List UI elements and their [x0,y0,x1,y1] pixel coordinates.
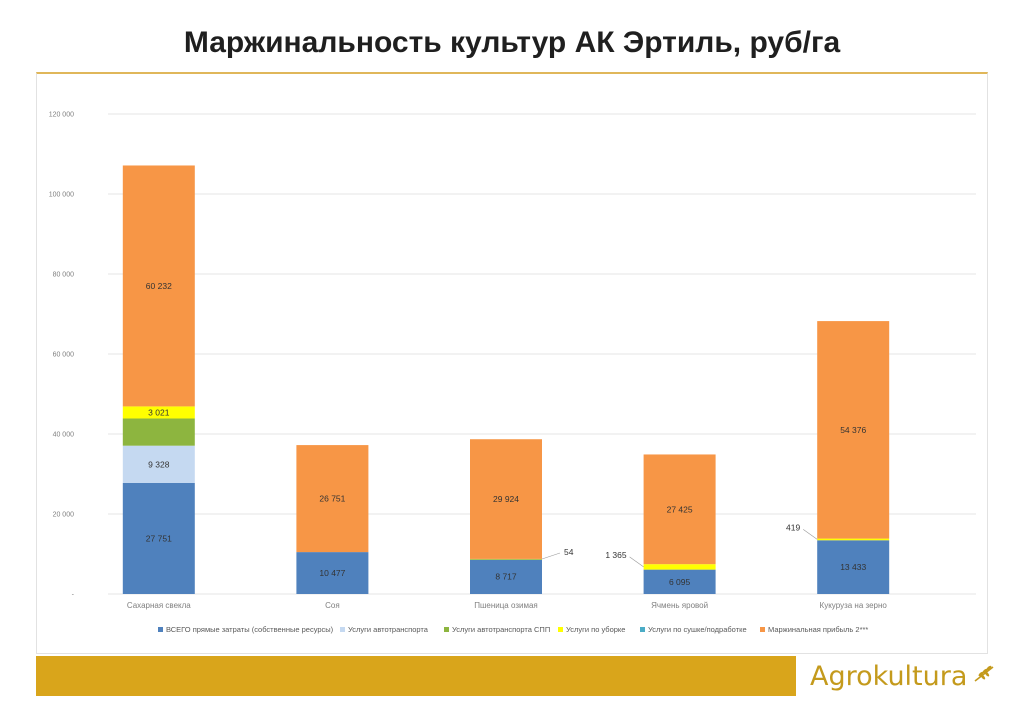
bar-segment [817,540,890,594]
y-tick-label: 20 000 [53,512,75,519]
data-label: 27 425 [667,504,693,514]
bar-segment [122,445,195,483]
legend-swatch [158,627,163,632]
y-tick-label: 80 000 [53,272,75,279]
legend-label: ВСЕГО прямые затраты (собственные ресурс… [166,625,334,634]
category-label: Сахарная свекла [127,601,191,610]
bar-segment [817,538,890,541]
data-label: 29 924 [493,494,519,504]
data-label: 54 376 [840,425,866,435]
bar-segment [817,321,890,539]
bar-segment [122,482,195,594]
data-label: 8 717 [495,572,517,582]
logo-text: Agrokultura [810,660,968,692]
category-label: Пшеница озимая [474,601,538,610]
wheat-icon [973,663,997,689]
category-label: Кукуруза на зерно [820,601,888,610]
slide-title: Маржинальность культур АК Эртиль, руб/га [183,26,841,59]
y-tick-label: - [72,592,75,599]
legend-swatch [760,627,765,632]
legend-label: Услуги автотранспорта СПП [452,625,550,634]
y-tick-label: 100 000 [49,192,74,199]
y-tick-label: 40 000 [53,432,75,439]
callout-line [629,556,644,568]
y-tick-label: 60 000 [53,352,75,359]
data-label: 419 [786,522,800,532]
callout-line [541,552,561,560]
footer-bar [36,656,796,696]
legend-label: Услуги по сушке/подработке [648,625,747,634]
data-label: 26 751 [319,494,345,504]
bar-segment [643,454,716,565]
bar-segment [122,165,195,407]
legend-label: Услуги по уборке [566,625,625,634]
callout-line [803,529,818,540]
legend-swatch [340,627,345,632]
legend-swatch [444,627,449,632]
category-label: Соя [325,601,340,610]
data-label: 13 433 [840,562,866,572]
bar-segment [296,445,369,553]
bar-segment [643,564,716,570]
data-label: 60 232 [146,281,172,291]
bar-segment [470,439,542,559]
data-label: 1 365 [605,550,627,560]
y-tick-label: 120 000 [49,112,74,119]
bar-segment [296,552,369,594]
category-label: Ячмень яровой [651,601,708,610]
bar-segment [643,569,716,594]
legend-label: Услуги автотранспорта [348,625,429,634]
data-label: 10 477 [319,568,345,578]
legend-label: Маржинальная прибыль 2*** [768,625,868,634]
data-label: 6 095 [669,577,691,587]
bar-segment [470,559,542,594]
legend-swatch [640,627,645,632]
bar-segment [122,418,195,446]
data-label: 54 [564,547,574,557]
data-label: 3 021 [148,407,170,417]
bar-segment [470,558,542,560]
data-label: 27 751 [146,533,172,543]
footer-logo: Agrokultura [796,656,994,696]
stacked-bar-chart: - 20 000 40 000 60 000 80 000 100 000 120 000 С… [49,112,976,634]
bar-segment [122,406,195,419]
data-label: 9 328 [148,459,170,469]
legend-swatch [558,627,563,632]
